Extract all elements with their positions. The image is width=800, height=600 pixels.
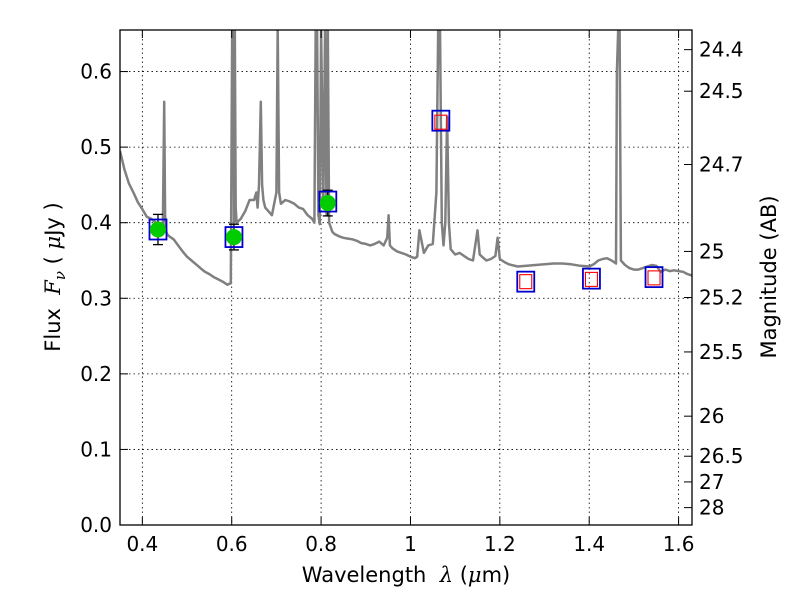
x-tick-label: 1.4 [573, 532, 605, 556]
model-square-blue [582, 267, 601, 290]
y-tick-label: 0.0 [80, 513, 112, 537]
y2-tick-label: 24.7 [699, 153, 744, 177]
y2-tick-label: 24.4 [699, 38, 744, 62]
y2-tick-label: 26 [699, 404, 724, 428]
x-tick-label: 1 [404, 532, 417, 556]
y-tick-label: 0.2 [80, 362, 112, 386]
y-axis-ticks: 0.0 0.1 0.2 0.3 0.4 0.5 0.6 [80, 60, 128, 537]
plot-frame [119, 29, 693, 526]
y-tick-label: 0.3 [80, 286, 112, 310]
y2-tick-label: 25.2 [699, 286, 744, 310]
model-square-red [584, 271, 599, 287]
spectrum-line [120, 30, 692, 286]
y2-tick-label: 24.5 [699, 79, 744, 103]
model-square-red [519, 274, 533, 290]
model-square-blue [431, 109, 451, 132]
y-tick-label: 0.4 [80, 211, 112, 235]
spectrum-layer [120, 30, 692, 286]
y-tick-label: 0.5 [80, 135, 112, 159]
x-tick-label: 0.6 [216, 532, 248, 556]
points-layer [148, 109, 664, 293]
y2-tick-label: 26.5 [699, 444, 744, 468]
y2-tick-label: 28 [699, 496, 724, 520]
y2-tick-label: 25 [699, 239, 724, 263]
model-square-blue [318, 190, 338, 213]
x-tick-label: 0.8 [305, 532, 337, 556]
model-square-blue [224, 226, 244, 248]
observed-point [319, 195, 336, 212]
observed-point [149, 221, 166, 238]
model-square-blue [148, 218, 168, 241]
model-square-red [434, 114, 448, 130]
y-axis-label: Flux Fν ( μJy ) [41, 202, 69, 351]
y2-axis-label: Magnitude (AB) [757, 195, 781, 358]
grid-lines [120, 30, 692, 526]
model-square-blue [516, 270, 536, 293]
x-tick-label: 0.4 [126, 532, 158, 556]
model-square-blue [644, 266, 664, 289]
x-axis-label: Wavelength λ (μm) [302, 563, 510, 587]
observed-point [225, 229, 242, 246]
y-tick-label: 0.6 [80, 60, 112, 84]
x-tick-label: 1.2 [484, 532, 516, 556]
y2-tick-label: 25.5 [699, 340, 744, 364]
y-tick-label: 0.1 [80, 437, 112, 461]
x-axis-ticks: 0.4 0.6 0.8 1 1.2 1.4 1.6 [126, 30, 695, 556]
x-tick-label: 1.6 [663, 532, 695, 556]
y2-tick-label: 27 [699, 470, 724, 494]
model-square-red [647, 270, 661, 286]
